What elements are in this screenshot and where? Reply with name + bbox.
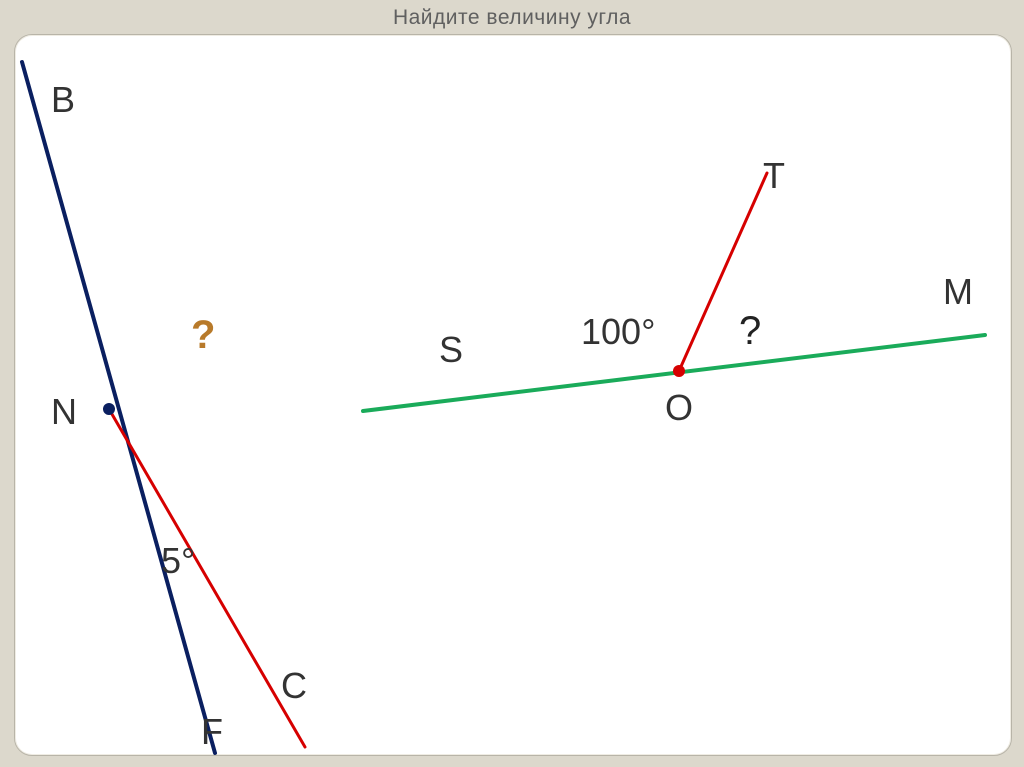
point-N xyxy=(103,403,115,415)
label-F: F xyxy=(201,711,223,753)
label-C: C xyxy=(281,665,307,707)
label-T: T xyxy=(763,155,785,197)
angle-100: 100° xyxy=(581,311,655,353)
label-O: O xyxy=(665,387,693,429)
label-M: M xyxy=(943,271,973,313)
qmark-right: ? xyxy=(739,309,761,354)
diagram-svg xyxy=(15,35,1011,755)
qmark-left: ? xyxy=(191,313,215,358)
label-N: N xyxy=(51,391,77,433)
point-O xyxy=(673,365,685,377)
diagram-card: B N F C 5° ? S O T M 100° ? xyxy=(14,34,1012,756)
label-S: S xyxy=(439,329,463,371)
page-title: Найдите величину угла xyxy=(0,6,1024,30)
angle-5: 5° xyxy=(161,540,195,582)
label-B: B xyxy=(51,79,75,121)
ray-NC xyxy=(109,409,305,747)
